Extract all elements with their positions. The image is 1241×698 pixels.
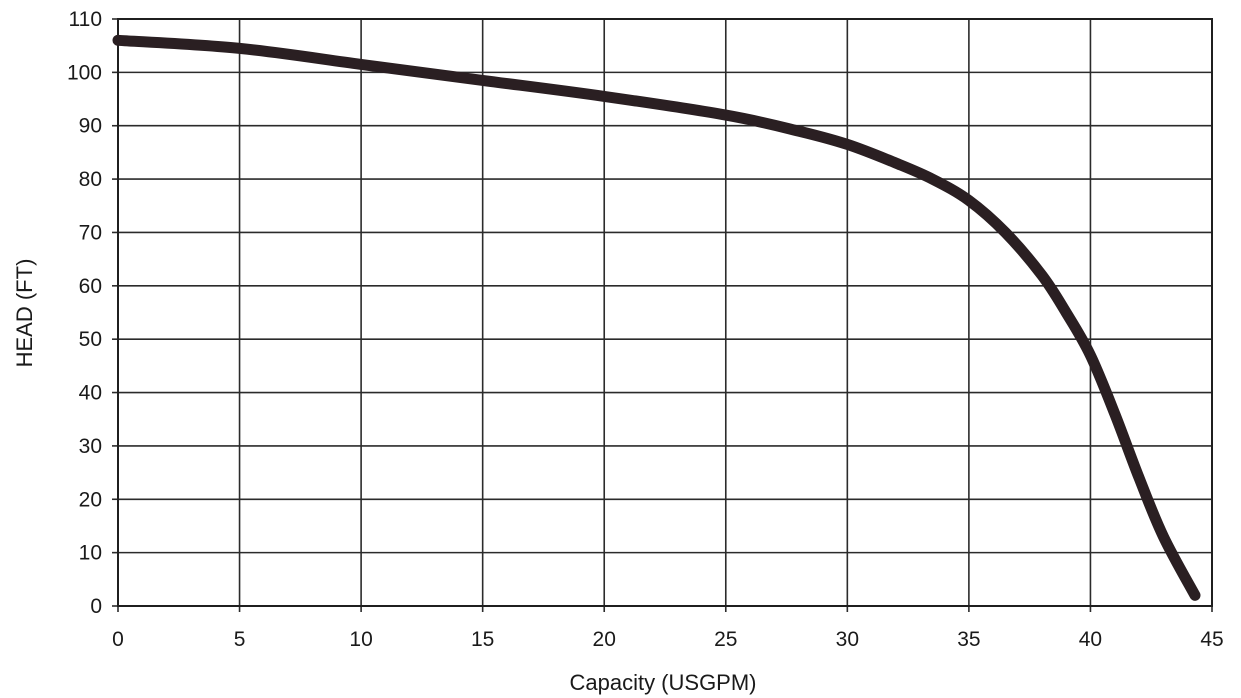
x-tick-label: 30 [836,628,859,651]
y-tick-label: 20 [79,488,102,511]
x-tick-label: 35 [957,628,980,651]
y-tick-label: 100 [67,61,102,84]
y-tick-label: 50 [79,328,102,351]
x-tick-label: 45 [1200,628,1223,651]
y-tick-label: 60 [79,275,102,298]
x-tick-label: 15 [471,628,494,651]
y-tick-label: 110 [69,8,102,31]
axes [112,18,1213,612]
y-tick-label: 30 [79,435,102,458]
head-capacity-curve [112,34,1201,601]
y-tick-label: 70 [79,221,102,244]
x-tick-label: 25 [714,628,737,651]
x-tick-label: 20 [593,628,616,651]
y-tick-label: 90 [79,115,102,138]
x-axis-title: Capacity (USGPM) [569,670,756,695]
x-tick-label: 0 [112,628,124,651]
plot-frame [117,18,1213,607]
tick-labels: 0 5 10 15 20 25 30 35 40 45 0 10 20 30 40 50 60 70 80 90 100… [67,8,1224,651]
y-tick-label: 40 [79,382,102,405]
x-tick-label: 40 [1079,628,1102,651]
series-layer [112,34,1201,601]
y-tick-label: 10 [79,542,102,565]
y-axis-title: HEAD (FT) [12,259,37,368]
x-tick-label: 10 [349,628,372,651]
y-tick-label: 0 [90,595,102,618]
y-tick-label: 80 [79,168,102,191]
x-tick-label: 5 [234,628,246,651]
